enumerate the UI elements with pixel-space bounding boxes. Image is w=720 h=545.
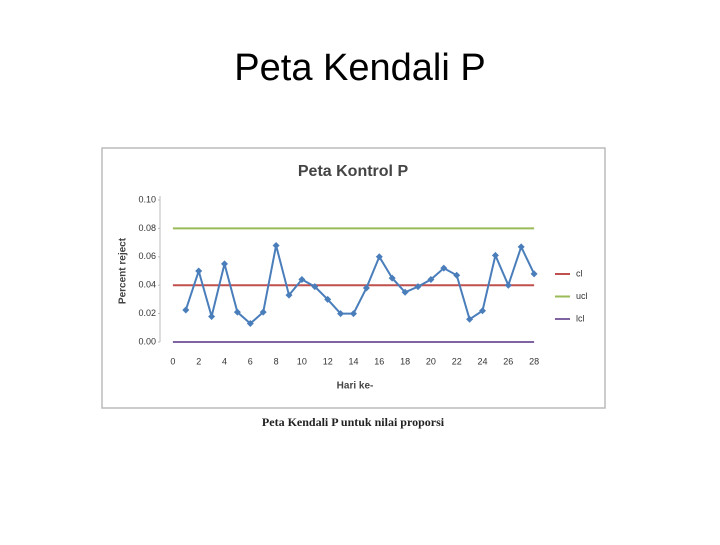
point [440, 264, 448, 272]
legend-label: lcl [576, 313, 585, 323]
point [479, 307, 486, 315]
point [221, 260, 228, 268]
point [233, 308, 241, 316]
point [453, 271, 461, 279]
y-tick-label: 0.08 [138, 223, 156, 233]
y-tick-label: 0.02 [138, 308, 156, 318]
plot: 0.000.020.040.060.080.100 2 4 6 8 10 12 14 16 18 2… [138, 194, 587, 366]
point [388, 274, 396, 282]
x-tick-label: 22 [452, 356, 462, 366]
x-tick-label: 20 [426, 356, 436, 366]
point [375, 253, 383, 261]
x-tick-label: 28 [529, 356, 539, 366]
x-tick-label: 16 [374, 356, 384, 366]
point [311, 283, 319, 291]
point [504, 281, 512, 289]
y-tick-label: 0.06 [138, 251, 156, 261]
point [195, 267, 203, 275]
x-axis-label: Hari ke- [337, 381, 374, 392]
y-axis-label: Percent reject [118, 237, 129, 304]
point [337, 310, 345, 318]
point [285, 291, 293, 299]
x-tick-label: 10 [297, 356, 307, 366]
point [246, 320, 254, 328]
point [182, 306, 190, 314]
x-tick-label: 8 [274, 356, 279, 366]
y-tick-label: 0.10 [138, 194, 156, 204]
point [272, 241, 280, 249]
caption: Peta Kendali P untuk nilai proporsi [262, 415, 445, 429]
y-tick-label: 0.04 [138, 280, 156, 290]
point [298, 276, 306, 284]
point [208, 312, 216, 320]
y-tick-label: 0.00 [138, 336, 156, 346]
point [401, 288, 409, 296]
point [530, 270, 538, 278]
point [414, 283, 422, 291]
point [362, 284, 370, 292]
point [350, 310, 357, 318]
x-tick-label: 18 [400, 356, 410, 366]
chart-frame [101, 147, 606, 409]
data-line [184, 244, 536, 325]
x-tick-label: 12 [323, 356, 333, 366]
point [427, 276, 435, 284]
x-tick-label: 0 [170, 356, 175, 366]
chart-title: Peta Kontrol P [298, 163, 409, 180]
point [259, 308, 267, 316]
x-tick-label: 14 [348, 356, 358, 366]
legend-label: cl [576, 268, 583, 278]
x-tick-label: 24 [477, 356, 487, 366]
point [517, 243, 525, 251]
point [491, 251, 499, 259]
x-tick-label: 4 [222, 356, 227, 366]
point [324, 295, 332, 303]
point [466, 315, 474, 323]
x-tick-label: 6 [248, 356, 253, 366]
slide-title: Peta Kendali P [234, 47, 485, 89]
legend-label: ucl [576, 291, 588, 301]
x-tick-label: 2 [196, 356, 201, 366]
x-tick-label: 26 [503, 356, 513, 366]
